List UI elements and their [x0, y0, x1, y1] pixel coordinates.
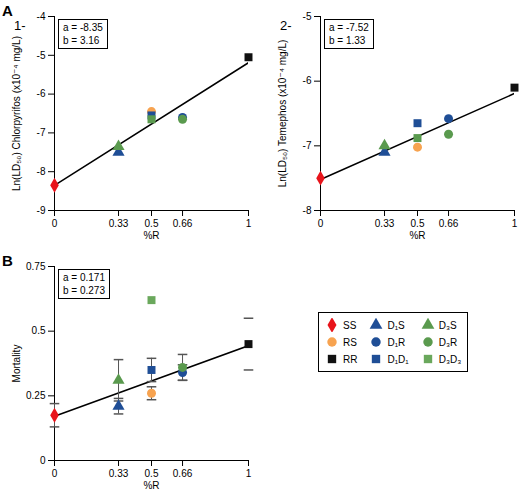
- svg-text:0: 0: [318, 218, 324, 229]
- html-text:D₃S: D₃S: [438, 319, 457, 331]
- svg-text:0.5: 0.5: [145, 468, 159, 479]
- html-text:1-: 1-: [14, 18, 26, 33]
- html-text:D₃D₃: D₃D₃: [438, 353, 462, 365]
- svg-text:-5: -5: [303, 11, 312, 22]
- html-text:SS: SS: [343, 319, 357, 331]
- html-text:B: B: [2, 252, 13, 269]
- svg-text:-4: -4: [37, 11, 46, 22]
- svg-text:%R: %R: [143, 480, 159, 491]
- svg-text:0: 0: [40, 455, 46, 466]
- html-text:A: A: [2, 2, 13, 19]
- svg-text:-8: -8: [37, 166, 46, 177]
- svg-text:-9: -9: [37, 205, 46, 216]
- svg-text:1: 1: [246, 218, 252, 229]
- svg-text:0.33: 0.33: [109, 218, 129, 229]
- svg-text:Ln(LD₅₀) Chlorpyrifos (x10⁻⁴ m: Ln(LD₅₀) Chlorpyrifos (x10⁻⁴ mg/L): [11, 36, 22, 191]
- svg-text:0.5: 0.5: [411, 218, 425, 229]
- svg-text:0: 0: [52, 468, 58, 479]
- svg-text:-7: -7: [303, 140, 312, 151]
- html-text:RS: RS: [343, 336, 357, 348]
- html-text:b = 0.273: b = 0.273: [63, 285, 105, 296]
- svg-text:-7: -7: [37, 127, 46, 138]
- svg-text:Ln(LD₅₀) Temephos (x10⁻⁴ mg/L): Ln(LD₅₀) Temephos (x10⁻⁴ mg/L): [277, 40, 288, 188]
- svg-text:0.33: 0.33: [109, 468, 129, 479]
- svg-text:-8: -8: [303, 205, 312, 216]
- svg-text:%R: %R: [143, 230, 159, 241]
- svg-text:0: 0: [52, 218, 58, 229]
- html-text:a = -7.52: a = -7.52: [329, 22, 369, 33]
- html-text:a = -8.35: a = -8.35: [63, 22, 103, 33]
- svg-text:-6: -6: [37, 88, 46, 99]
- html-text:D₁D₁: D₁D₁: [387, 353, 409, 365]
- svg-text:0.75: 0.75: [26, 261, 46, 272]
- svg-text:0.25: 0.25: [26, 390, 46, 401]
- svg-text:0.66: 0.66: [173, 218, 193, 229]
- html-text:D₃R: D₃R: [438, 336, 458, 348]
- html-text:b = 3.16: b = 3.16: [63, 35, 100, 46]
- svg-text:0.5: 0.5: [32, 325, 46, 336]
- html-text:2-: 2-: [280, 18, 292, 33]
- svg-text:1: 1: [246, 468, 252, 479]
- svg-text:0.66: 0.66: [439, 218, 459, 229]
- html-text:a = 0.171: a = 0.171: [63, 272, 105, 283]
- html-text:D₁R: D₁R: [387, 336, 406, 348]
- svg-text:-6: -6: [303, 75, 312, 86]
- html-text:D₁S: D₁S: [387, 319, 405, 331]
- svg-text:0.5: 0.5: [145, 218, 159, 229]
- svg-text:1: 1: [512, 218, 518, 229]
- svg-text:-5: -5: [37, 50, 46, 61]
- svg-text:0.33: 0.33: [375, 218, 395, 229]
- svg-text:%R: %R: [409, 230, 425, 241]
- html-text:b = 1.33: b = 1.33: [329, 35, 366, 46]
- svg-text:0.66: 0.66: [173, 468, 193, 479]
- html-text:RR: RR: [343, 353, 358, 365]
- svg-text:Mortality: Mortality: [11, 345, 22, 383]
